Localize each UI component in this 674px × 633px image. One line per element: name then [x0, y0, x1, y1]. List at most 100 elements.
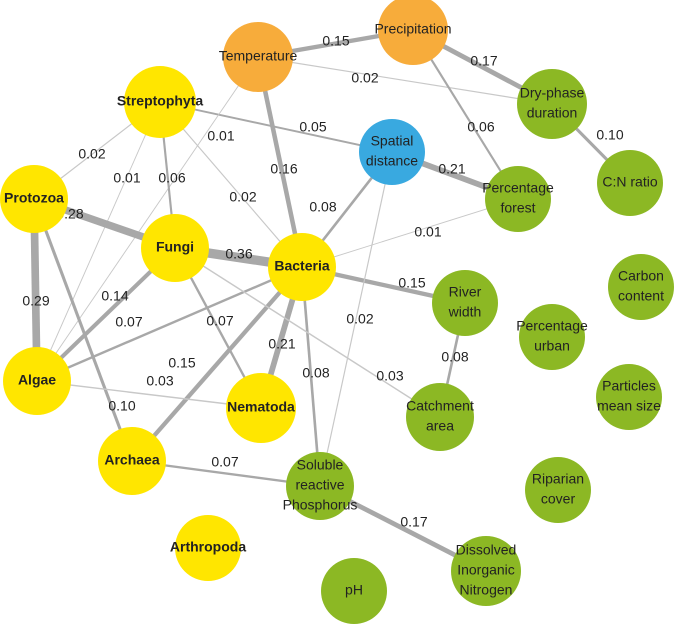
edge-weight-label: 0.17 — [400, 514, 427, 530]
node-label: Precipitation — [374, 21, 451, 37]
node — [286, 452, 354, 520]
node — [597, 150, 663, 216]
node — [359, 119, 425, 185]
edge-weight-label: 0.21 — [268, 336, 295, 352]
node — [98, 427, 166, 495]
node-label: Catchment — [406, 398, 474, 414]
edge-weight-label: 0.08 — [309, 199, 336, 215]
edge — [255, 56, 305, 268]
node — [485, 166, 551, 232]
node-label: distance — [366, 153, 418, 169]
node-label: Riparian — [532, 471, 584, 487]
node — [268, 233, 336, 301]
node-label: Archaea — [104, 452, 159, 468]
node-label: C:N ratio — [602, 174, 657, 190]
node-label: Phosphorus — [283, 497, 358, 513]
node — [0, 165, 68, 233]
edge-weight-label: 0.08 — [302, 365, 329, 381]
node-label: Protozoa — [4, 190, 64, 206]
node-label: content — [618, 288, 664, 304]
edge-weight-label: 0.06 — [467, 119, 494, 135]
node-label: Fungi — [156, 239, 194, 255]
edge-weight-label: 0.16 — [270, 161, 297, 177]
node — [378, 0, 448, 65]
node-label: Algae — [18, 372, 56, 388]
node-label: reactive — [295, 477, 344, 493]
edge-labels: 0.15 0.17 0.02 0.10 0.06 0.05 0.21 0.16 0.01 0.02… — [22, 33, 623, 530]
node — [141, 214, 209, 282]
edge — [319, 151, 393, 487]
node-label: Spatial — [371, 133, 414, 149]
edge-weight-label: 0.14 — [101, 288, 128, 304]
node — [432, 270, 498, 336]
node-label: urban — [534, 338, 570, 354]
node — [321, 558, 387, 624]
node-label: duration — [527, 105, 578, 121]
edge — [257, 56, 553, 105]
node-label: River — [449, 284, 482, 300]
edge-weight-label: 0.07 — [211, 454, 238, 470]
node — [124, 66, 196, 138]
edge-weight-label: 0.05 — [299, 119, 326, 135]
node — [517, 69, 587, 139]
edge — [300, 266, 322, 487]
node-label: Percentage — [482, 180, 554, 196]
edge — [174, 247, 441, 418]
node-label: Dissolved — [456, 542, 517, 558]
node — [608, 254, 674, 320]
node-label: Percentage — [516, 318, 588, 334]
edge-weight-label: 0.21 — [438, 161, 465, 177]
node-label: Streptophyta — [117, 93, 204, 109]
node-label: Bacteria — [274, 258, 329, 274]
node-label: Dry-phase — [520, 85, 585, 101]
edge-weight-label: 0.29 — [22, 293, 49, 309]
edge — [32, 198, 134, 462]
edge-weight-label: 0.15 — [322, 33, 349, 49]
node — [519, 304, 585, 370]
edge — [36, 101, 161, 382]
edge-weight-label: 0.17 — [470, 53, 497, 69]
node — [223, 22, 293, 92]
edge — [36, 56, 259, 382]
edge-weight-label: 0.01 — [113, 170, 140, 186]
node-label: width — [448, 304, 482, 320]
edge-weight-label: 0.03 — [376, 368, 403, 384]
node-label: Particles — [602, 378, 656, 394]
edge — [36, 380, 262, 409]
edge — [159, 101, 303, 268]
edge — [36, 265, 303, 383]
node-label: pH — [345, 582, 363, 598]
edge-weight-label: 0.02 — [78, 146, 105, 162]
node — [525, 457, 591, 523]
node-label: Temperature — [219, 48, 298, 64]
node-label: Arthropoda — [170, 539, 246, 555]
edge-weight-label: 0.10 — [108, 398, 135, 414]
edge — [159, 101, 393, 153]
edge-weight-label: 0.15 — [168, 355, 195, 371]
node-label: forest — [500, 200, 535, 216]
node-label: Nematoda — [227, 399, 295, 415]
edge-weight-label: 0.02 — [229, 189, 256, 205]
node — [596, 364, 662, 430]
edge-weight-label: 0.01 — [207, 128, 234, 144]
node-label: Nitrogen — [460, 582, 513, 598]
node-label: Inorganic — [457, 562, 515, 578]
edge-weight-label: 0.15 — [398, 275, 425, 291]
edge-weight-label: 0.01 — [414, 224, 441, 240]
edge-weight-label: 0.10 — [596, 127, 623, 143]
node — [3, 347, 71, 415]
edge-weight-label: 0.06 — [158, 170, 185, 186]
node-label: mean size — [597, 398, 661, 414]
edge-weight-label: 0.07 — [206, 313, 233, 329]
node — [406, 383, 474, 451]
node-label: Carbon — [618, 268, 664, 284]
edge-weight-label: 0.07 — [115, 314, 142, 330]
edge-weight-label: 0.03 — [146, 373, 173, 389]
edge-weight-label: 0.08 — [441, 349, 468, 365]
node-label: area — [426, 418, 454, 434]
node — [226, 373, 296, 443]
edge-weight-label: 0.02 — [346, 311, 373, 327]
edge-weight-label: 0.02 — [351, 70, 378, 86]
